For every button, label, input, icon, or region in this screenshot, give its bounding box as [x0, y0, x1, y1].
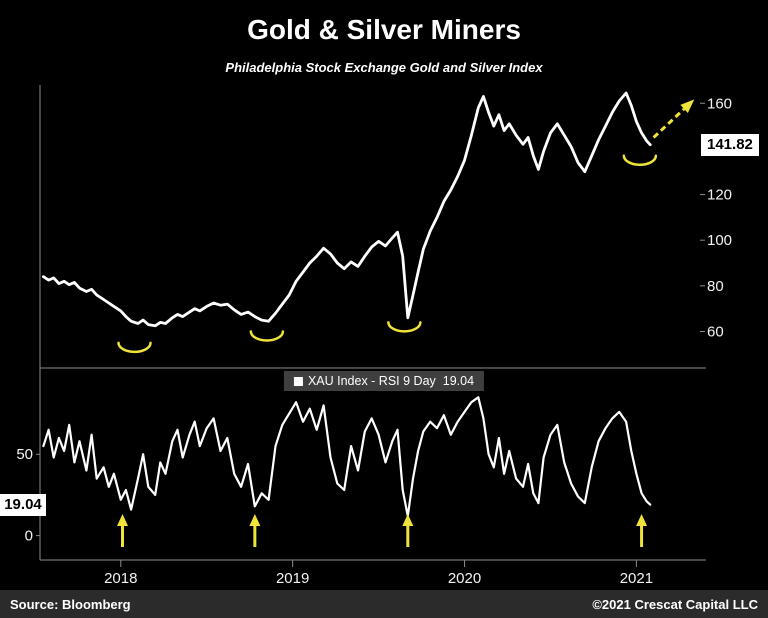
- chart-title: Gold & Silver Miners: [247, 14, 521, 45]
- up-arrow-head: [117, 514, 128, 526]
- rsi-ytick-label: 50: [16, 446, 33, 463]
- legend-value: 19.04: [442, 374, 475, 388]
- price-ytick-label: 80: [707, 278, 724, 295]
- x-tick-label: 2019: [276, 570, 309, 587]
- rsi-ytick-label: 0: [25, 528, 33, 545]
- footer-bar: Source: Bloomberg ©2021 Crescat Capital …: [0, 590, 768, 618]
- x-tick-label: 2021: [620, 570, 653, 587]
- chart-subtitle: Philadelphia Stock Exchange Gold and Sil…: [225, 60, 543, 75]
- copyright-label: ©2021 Crescat Capital LLC: [592, 596, 758, 612]
- up-arrow-head: [402, 514, 414, 526]
- legend-swatch-icon: [293, 376, 303, 386]
- smile-annotation: [249, 330, 285, 342]
- smile-annotation: [117, 341, 152, 354]
- smile-annotation: [387, 321, 422, 333]
- rsi-legend: XAU Index - RSI 9 Day 19.04: [283, 371, 485, 391]
- up-arrow-head: [249, 514, 261, 526]
- price-last-value-badge: 141.82: [701, 133, 759, 156]
- up-arrow-head: [636, 514, 648, 526]
- dashed-arrow-shaft: [652, 107, 686, 139]
- source-label: Source: Bloomberg: [10, 596, 131, 612]
- legend-label: XAU Index - RSI 9 Day: [307, 374, 436, 388]
- price-line: [42, 91, 652, 328]
- price-ytick-label: 160: [707, 95, 732, 112]
- x-tick-label: 2020: [448, 570, 481, 587]
- smile-annotation: [622, 154, 658, 166]
- price-ytick-label: 60: [707, 323, 724, 340]
- x-tick-label: 2018: [104, 570, 137, 587]
- price-ytick-label: 120: [707, 187, 732, 204]
- rsi-line: [42, 396, 652, 518]
- dashed-arrow-head: [680, 99, 695, 113]
- price-ytick-label: 100: [707, 232, 732, 249]
- rsi-last-value-badge: 19.04: [0, 493, 46, 516]
